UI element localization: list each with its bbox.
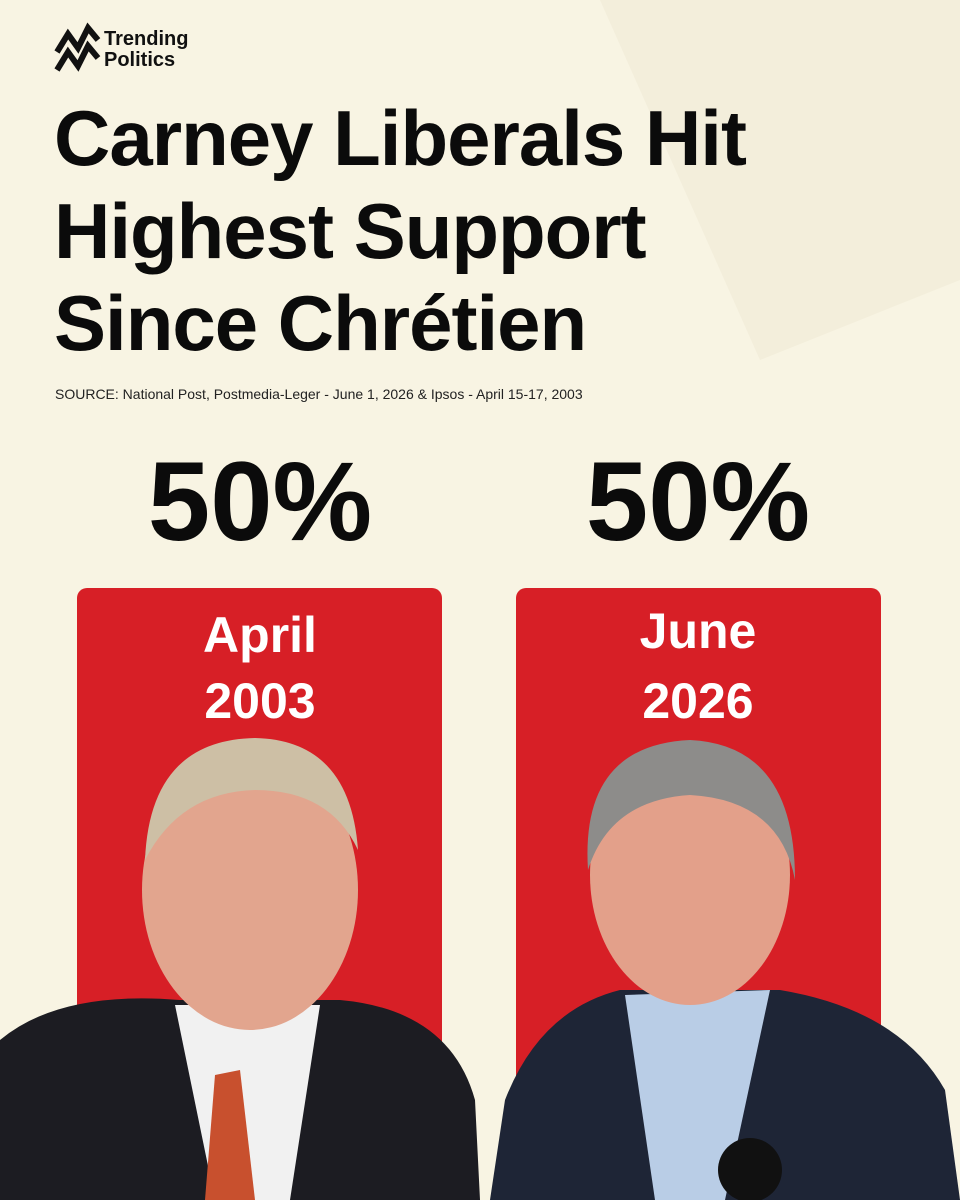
month: June <box>640 603 757 659</box>
logo-icon <box>54 22 101 54</box>
background-shape <box>600 0 960 360</box>
microphone <box>718 1138 782 1200</box>
title: Carney Liberals Hit <box>54 94 747 182</box>
source: SOURCE: National Post, Postmedia-Leger -… <box>55 386 583 402</box>
month: April <box>203 607 317 663</box>
logo: Trending Politics <box>54 22 188 72</box>
title: Highest Support <box>54 187 647 275</box>
tie <box>205 1070 255 1200</box>
title: Since Chrétien <box>54 279 586 367</box>
value: 50% <box>148 439 372 564</box>
face <box>142 750 358 1030</box>
photo-right <box>490 740 960 1200</box>
year: 2026 <box>642 673 753 729</box>
brand-name: Trending <box>104 28 188 50</box>
hair <box>145 738 358 860</box>
value: 50% <box>586 439 810 564</box>
logo-icon <box>54 40 101 72</box>
brand-name: Politics <box>104 49 175 71</box>
year: 2003 <box>204 673 315 729</box>
face <box>590 745 790 1005</box>
photo-left <box>0 738 480 1200</box>
hair <box>587 740 795 880</box>
